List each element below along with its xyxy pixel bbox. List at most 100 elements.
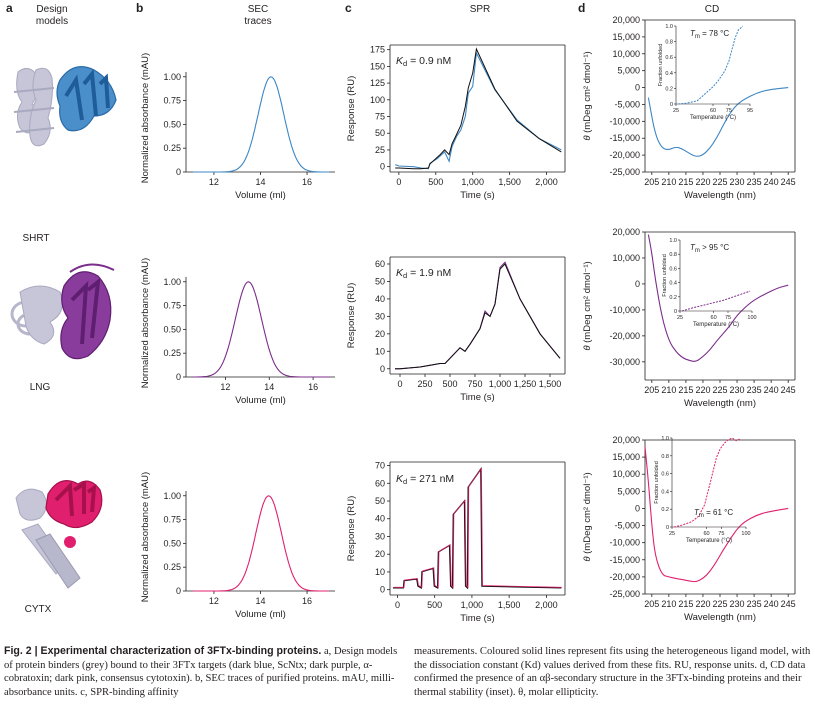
- sec-trace: [193, 495, 330, 592]
- caption-column-1: Fig. 2 | Experimental characterization o…: [4, 645, 402, 699]
- y-tick-label: 10,000: [612, 469, 640, 479]
- x-tick-label: 0: [396, 177, 401, 187]
- kd-label: Kd = 271 nM: [396, 473, 454, 486]
- y-tick-label: 0: [380, 585, 385, 595]
- y-tick-label: 5,000: [617, 66, 640, 76]
- panel-label-d: d: [578, 1, 585, 15]
- inset-x-tick-label: 60: [703, 531, 709, 537]
- y-tick-label: 50: [375, 128, 385, 138]
- y-tick-label: 70: [375, 461, 385, 471]
- y-tick-label: 175: [370, 45, 385, 55]
- structure-shrt-image: [13, 66, 117, 147]
- inset-y-title: Fraction unfolded: [662, 254, 668, 297]
- chart-c-cytx: 0 500 1,000 1,500 2,000 0 10 20 30 40 50 60 70 Time (…: [346, 461, 566, 624]
- x-tick-label: 205: [644, 385, 659, 395]
- inset-x-tick-label: 95: [747, 108, 753, 114]
- x-tick-label: 220: [695, 385, 710, 395]
- inset-y-tick-label: 0.6: [661, 472, 669, 478]
- caption-column-2: measurements. Coloured solid lines repre…: [414, 645, 812, 699]
- inset-y-tick-label: 0.2: [661, 507, 669, 513]
- structure-cytx-image: [15, 480, 103, 589]
- figure-caption: Fig. 2 | Experimental characterization o…: [4, 645, 812, 711]
- x-axis-title: Volume (ml): [235, 609, 286, 620]
- y-tick-label: 60: [375, 259, 385, 269]
- inset-x-tick-label: 75: [726, 108, 732, 114]
- header-design-line2: models: [36, 16, 68, 27]
- x-tick-label: 12: [209, 177, 219, 187]
- chart-b-cytx: 12 14 16 0 0.25 0.50 0.75 1.00 Volume (ml) Normal…: [140, 472, 335, 620]
- y-tick-label: 10,000: [612, 253, 640, 263]
- x-tick-label: 245: [781, 599, 796, 609]
- spr-data-line: [395, 263, 561, 370]
- chart-d-shrt: 205 210 215 220 225 230 235 240 245 20,000 15,000 1…: [582, 15, 796, 201]
- y-tick-label: 60: [375, 478, 385, 488]
- y-tick-label: 0.75: [163, 96, 181, 106]
- inset-x-tick-label: 60: [711, 315, 717, 321]
- x-axis-title: Wavelength (nm): [684, 612, 756, 623]
- x-tick-label: 2,000: [535, 177, 558, 187]
- x-axis-title: Time (s): [460, 190, 494, 201]
- x-tick-label: 210: [661, 599, 676, 609]
- inset-x-tick-label: 25: [677, 315, 683, 321]
- x-tick-label: 500: [427, 600, 442, 610]
- y-tick-label: 0: [380, 162, 385, 172]
- caption-text-2: measurements. Coloured solid lines repre…: [414, 646, 811, 698]
- x-axis-title: Volume (ml): [235, 190, 286, 201]
- inset-y-tick-label: 1.0: [665, 24, 673, 30]
- y-tick-label: 0.25: [163, 562, 181, 572]
- x-tick-label: 215: [678, 177, 693, 187]
- x-axis-title: Wavelength (nm): [684, 398, 756, 409]
- x-axis-title: Time (s): [460, 613, 494, 624]
- sec-trace: [193, 76, 330, 173]
- inset-x-title: Temperature (°C): [693, 322, 739, 328]
- inset-d-cytx-inset: 25 60 75 100 0 0.2 0.4 0.6 0.8 1.0 Temperature (°C…: [654, 436, 751, 544]
- inset-melt-curve: [681, 290, 751, 312]
- kd-label: Kd = 1.9 nM: [396, 267, 451, 280]
- cd-spectrum-line: [647, 87, 789, 157]
- x-tick-label: 235: [747, 177, 762, 187]
- caption-lead: Fig. 2 | Experimental characterization o…: [4, 645, 322, 657]
- inset-d-shrt-inset: 25 60 75 95 0 0.2 0.4 0.6 0.8 1.0 Temperature (°C)…: [658, 24, 753, 121]
- y-tick-label: 10: [375, 567, 385, 577]
- inset-melt-curve: [678, 25, 743, 105]
- header-sec-line2: traces: [244, 16, 271, 27]
- x-tick-label: 1,500: [498, 600, 521, 610]
- inset-x-title: Temperature (°C): [690, 115, 736, 121]
- x-tick-label: 215: [678, 599, 693, 609]
- y-tick-label: 10,000: [612, 49, 640, 59]
- y-tick-label: 0.75: [163, 515, 181, 525]
- x-tick-label: 225: [712, 385, 727, 395]
- x-tick-label: 230: [730, 599, 745, 609]
- x-tick-label: 16: [302, 596, 312, 606]
- y-tick-label: 0: [635, 503, 640, 513]
- x-tick-label: 1,500: [498, 177, 521, 187]
- y-tick-label: 100: [370, 95, 385, 105]
- y-axis-title: θ (mDeg cm² dmol⁻¹): [582, 51, 593, 140]
- y-tick-label: 25: [375, 145, 385, 155]
- x-axis-title: Time (s): [460, 392, 494, 403]
- inset-x-tick-label: 75: [718, 531, 724, 537]
- inset-x-tick-label: 25: [673, 108, 679, 114]
- y-tick-label: 0: [380, 364, 385, 374]
- x-tick-label: 16: [308, 382, 318, 392]
- header-design-line1: Design: [36, 4, 67, 15]
- x-tick-label: 240: [764, 385, 779, 395]
- y-tick-label: -25,000: [609, 167, 640, 177]
- x-tick-label: 16: [302, 177, 312, 187]
- x-tick-label: 1,500: [539, 379, 562, 389]
- x-tick-label: 205: [644, 177, 659, 187]
- chart-c-shrt: 0 500 1,000 1,500 2,000 0 25 50 75 100 125 150 175 Ti…: [346, 44, 566, 201]
- y-tick-label: 1.00: [163, 277, 181, 287]
- inset-y-tick-label: 0: [674, 309, 677, 315]
- tm-label: Tm > 95 °C: [690, 243, 729, 254]
- spr-data-line: [392, 467, 562, 590]
- x-tick-label: 0: [395, 600, 400, 610]
- chart-c-lng: 0 250 500 750 1,000 1,250 1,500 0 10 20 30 40 50 60 Ti…: [346, 256, 566, 403]
- inset-y-tick-label: 0.6: [665, 55, 673, 61]
- y-tick-label: -10,000: [609, 538, 640, 548]
- x-tick-label: 220: [695, 177, 710, 187]
- x-tick-label: 215: [678, 385, 693, 395]
- inset-y-tick-label: 0.6: [669, 266, 677, 272]
- y-tick-label: 75: [375, 112, 385, 122]
- y-tick-label: 20: [375, 549, 385, 559]
